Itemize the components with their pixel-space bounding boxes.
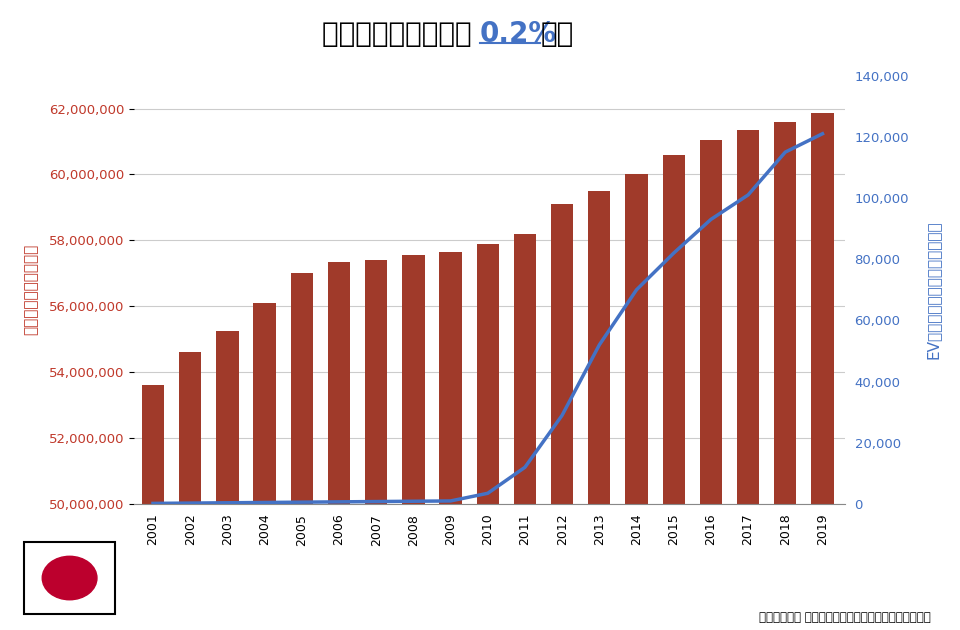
- Bar: [625, 175, 648, 630]
- Bar: [700, 140, 722, 630]
- Bar: [774, 122, 797, 630]
- Text: 0.2%: 0.2%: [480, 20, 557, 48]
- Bar: [179, 352, 202, 630]
- Bar: [551, 204, 573, 630]
- Bar: [811, 113, 833, 630]
- Bar: [440, 252, 462, 630]
- Circle shape: [42, 556, 97, 600]
- Bar: [327, 262, 350, 630]
- Y-axis label: EV（電気自動車）［単位：台］: EV（電気自動車）［単位：台］: [925, 220, 941, 359]
- Text: 一般財団法人 自動車検査登録情報協会データより作成: 一般財団法人 自動車検査登録情報協会データより作成: [759, 610, 931, 624]
- Bar: [216, 331, 238, 630]
- Bar: [662, 155, 684, 630]
- Text: ストックベースでは: ストックベースでは: [322, 20, 480, 48]
- Y-axis label: 自家用車［単位：台］: 自家用車［単位：台］: [23, 244, 38, 335]
- Bar: [253, 303, 276, 630]
- Bar: [476, 244, 499, 630]
- Bar: [588, 191, 611, 630]
- Bar: [365, 260, 387, 630]
- Bar: [514, 234, 536, 630]
- Bar: [402, 255, 424, 630]
- Bar: [142, 386, 164, 630]
- Bar: [291, 273, 313, 630]
- Bar: [737, 130, 759, 630]
- Text: 程度: 程度: [540, 20, 574, 48]
